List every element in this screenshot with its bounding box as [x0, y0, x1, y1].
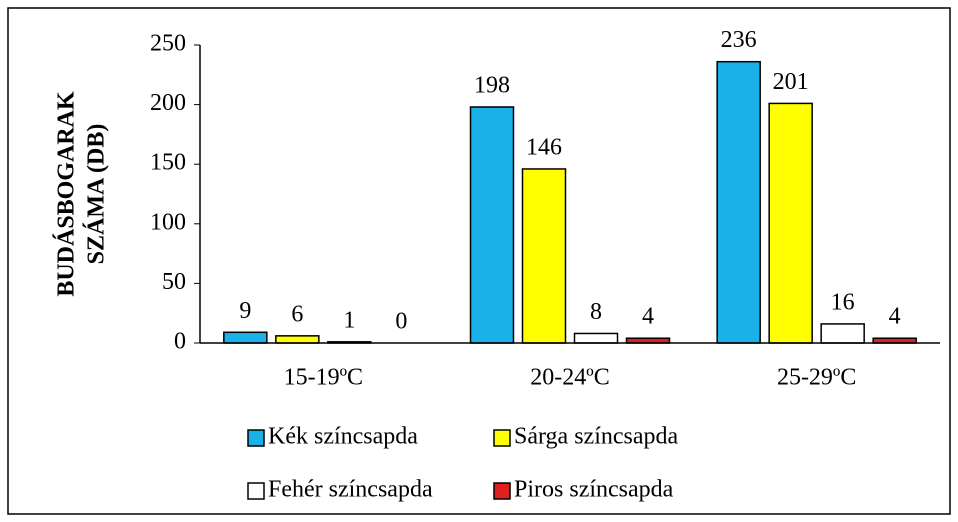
data-label: 0	[395, 309, 407, 335]
legend-label: Kék színcsapda	[268, 424, 418, 450]
data-label: 4	[889, 304, 901, 330]
data-label: 6	[291, 301, 303, 327]
y-tick-label: 200	[150, 90, 186, 116]
y-tick-label: 250	[150, 31, 186, 57]
bar	[820, 323, 865, 344]
data-label: 4	[642, 304, 654, 330]
data-label: 146	[526, 134, 562, 160]
data-label: 1	[343, 307, 355, 333]
y-axis-title: BUDÁSBOGARAK	[54, 91, 80, 297]
legend-label: Fehér színcsapda	[268, 477, 433, 503]
bar	[521, 168, 567, 344]
bar	[275, 335, 320, 344]
y-tick-label: 100	[150, 209, 186, 235]
bar	[573, 332, 619, 344]
data-label: 236	[721, 27, 757, 53]
bar	[223, 331, 268, 344]
legend-swatch	[493, 482, 511, 500]
legend-label: Piros színcsapda	[514, 477, 674, 503]
data-label: 8	[590, 299, 602, 325]
data-label: 9	[239, 298, 251, 324]
bar	[716, 60, 761, 344]
legend-swatch	[247, 482, 265, 500]
data-label: 201	[773, 69, 809, 95]
x-tick-label: 20-24ºC	[530, 365, 609, 391]
bar	[768, 102, 813, 344]
legend-label: Sárga színcsapda	[514, 424, 679, 450]
y-tick-label: 0	[174, 329, 186, 355]
x-tick-label: 25-29ºC	[777, 365, 856, 391]
data-label: 16	[831, 289, 855, 315]
y-axis-title: SZÁMA (DB)	[84, 124, 110, 265]
y-tick-label: 50	[162, 269, 186, 295]
data-label: 198	[474, 72, 510, 98]
legend-swatch	[493, 429, 511, 447]
legend-swatch	[247, 429, 265, 447]
bar	[469, 106, 515, 344]
x-tick-label: 15-19ºC	[284, 365, 363, 391]
y-tick-label: 150	[150, 150, 186, 176]
